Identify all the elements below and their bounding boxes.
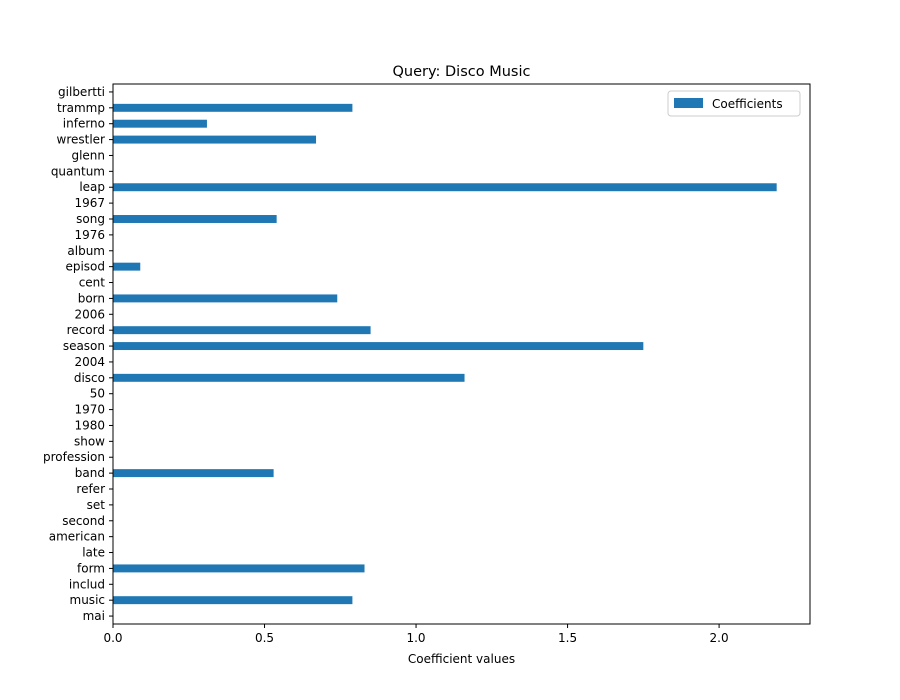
bar-trammp [113, 103, 353, 112]
y-tick-label: 1970 [74, 403, 105, 417]
y-tick-label: wrestler [57, 133, 106, 147]
y-tick-label: mai [83, 609, 105, 623]
bar-born [113, 294, 338, 303]
legend: Coefficients [667, 90, 801, 117]
bar-record [113, 326, 371, 335]
x-tick-label: 1.5 [558, 631, 577, 645]
bar-leap [113, 183, 777, 192]
legend-box [667, 90, 801, 117]
plot-frame [112, 83, 811, 625]
bar-season [113, 342, 644, 351]
y-tick-label: song [76, 212, 105, 226]
y-tick-label: refer [76, 482, 105, 496]
y-tick-label: record [67, 323, 105, 337]
x-axis-title: Coefficient values [408, 652, 515, 666]
chart-title: Query: Disco Music [393, 64, 531, 80]
y-tick-label: set [87, 498, 106, 512]
x-tick-label: 0.5 [255, 631, 274, 645]
y-tick-label: trammp [57, 101, 105, 115]
legend-label: Coefficients [712, 97, 783, 111]
y-tick-label: inferno [63, 117, 105, 131]
bar-music [113, 596, 353, 605]
y-tick-label: 1967 [74, 196, 105, 210]
y-tick-label: includ [69, 577, 105, 591]
bar-form [113, 564, 365, 573]
bars-group [113, 103, 777, 605]
bar-wrestler [113, 135, 317, 144]
y-tick-label: 1980 [74, 418, 105, 432]
y-tick-label: 2006 [74, 307, 105, 321]
y-tick-label: profession [43, 450, 105, 464]
y-tick-label: american [49, 530, 105, 544]
bar-song [113, 215, 277, 223]
x-axis-ticks: 0.0 0.5 1.0 1.5 2.0 [103, 624, 729, 645]
legend-swatch [674, 98, 703, 108]
y-tick-label: cent [79, 276, 106, 290]
y-tick-label: leap [79, 180, 105, 194]
y-tick-label: 50 [90, 387, 105, 401]
bar-episod [113, 262, 141, 271]
y-tick-label: 2004 [74, 355, 105, 369]
y-tick-label: glenn [71, 148, 105, 162]
bar-band [113, 469, 274, 478]
x-tick-label: 1.0 [406, 631, 425, 645]
y-tick-label: band [75, 466, 105, 480]
x-tick-label: 0.0 [103, 631, 122, 645]
y-tick-label: album [67, 244, 105, 258]
y-tick-label: late [82, 546, 105, 560]
y-tick-label: season [63, 339, 105, 353]
y-tick-label: form [77, 561, 105, 575]
bar-inferno [113, 119, 207, 128]
x-tick-label: 2.0 [710, 631, 729, 645]
y-tick-label: born [78, 291, 105, 305]
y-tick-label: show [74, 434, 105, 448]
bar-disco [113, 373, 465, 382]
y-tick-label: gilbertti [58, 85, 105, 99]
y-tick-label: 1976 [74, 228, 105, 242]
y-tick-label: episod [65, 260, 105, 274]
y-tick-label: music [70, 593, 105, 607]
y-tick-label: second [62, 514, 105, 528]
y-tick-label: quantum [51, 164, 105, 178]
y-tick-label: disco [74, 371, 105, 385]
